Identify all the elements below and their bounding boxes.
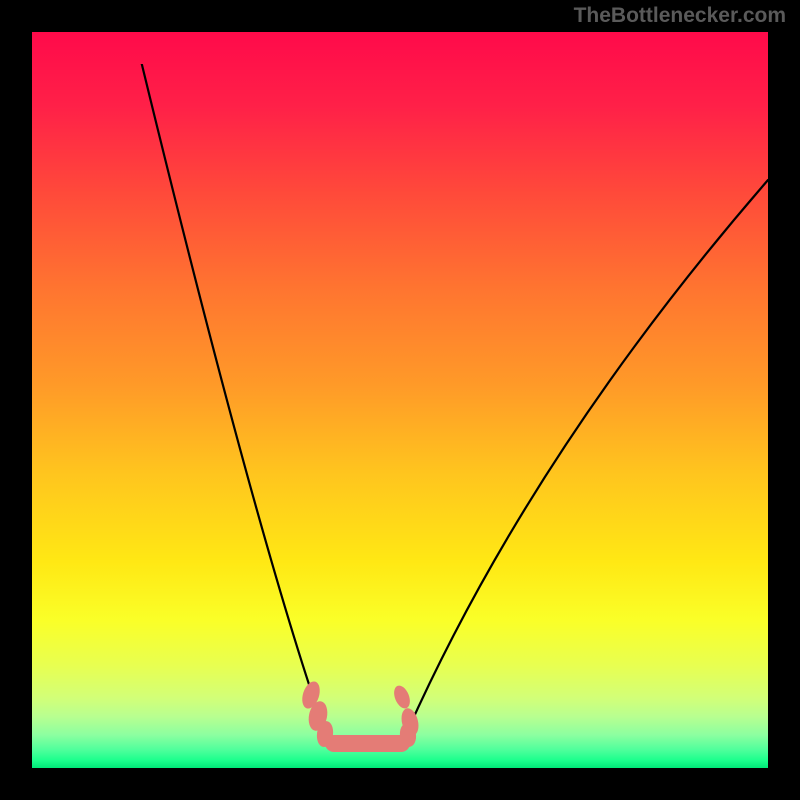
bottleneck-chart <box>0 0 800 800</box>
marker-bottom-bar <box>325 735 410 752</box>
plot-background-gradient <box>32 32 768 768</box>
watermark-text: TheBottlenecker.com <box>574 4 786 28</box>
